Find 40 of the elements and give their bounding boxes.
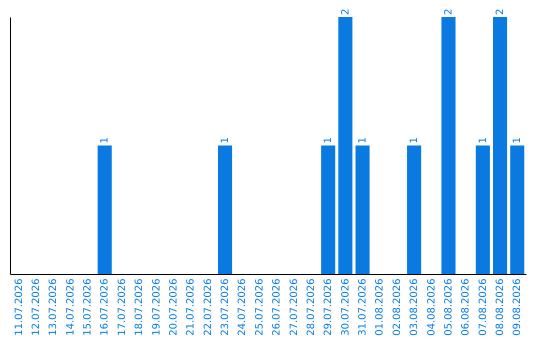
data-label: 2 bbox=[340, 8, 352, 15]
x-tick-label: 11.07.2026 bbox=[14, 278, 25, 336]
data-label: 1 bbox=[323, 137, 334, 144]
x-tick-label: 28.07.2026 bbox=[306, 278, 317, 336]
x-tick-label: 06.08.2026 bbox=[460, 278, 472, 336]
x-tick-label: 31.07.2026 bbox=[358, 278, 369, 336]
x-tick-label: 26.07.2026 bbox=[272, 278, 283, 336]
x-tick-label: 21.07.2026 bbox=[186, 278, 197, 336]
x-tick-label: 03.08.2026 bbox=[409, 278, 420, 336]
x-tick-label: 17.07.2026 bbox=[116, 278, 128, 336]
x-tick-label: 29.07.2026 bbox=[323, 278, 334, 336]
x-tick-label: 24.07.2026 bbox=[237, 278, 248, 336]
x-tick-label: 02.08.2026 bbox=[392, 278, 403, 336]
x-tick-label: 20.07.2026 bbox=[168, 278, 180, 336]
x-tick-label: 12.07.2026 bbox=[30, 278, 42, 336]
x-tick-label: 14.07.2026 bbox=[65, 278, 76, 336]
x-tick-label: 04.08.2026 bbox=[426, 278, 438, 336]
x-tick-label: 16.07.2026 bbox=[100, 278, 111, 336]
data-label: 2 bbox=[495, 8, 506, 15]
x-tick-label: 30.07.2026 bbox=[340, 278, 352, 336]
data-label: 1 bbox=[478, 137, 489, 144]
data-label: 1 bbox=[100, 137, 111, 144]
x-tick-label: 23.07.2026 bbox=[220, 278, 232, 336]
x-tick-label: 27.07.2026 bbox=[288, 278, 300, 336]
x-tick-label: 07.08.2026 bbox=[478, 278, 489, 336]
x-tick-label: 25.07.2026 bbox=[254, 278, 266, 336]
data-label: 1 bbox=[220, 137, 232, 144]
x-tick-label: 15.07.2026 bbox=[82, 278, 94, 336]
x-tick-label: 13.07.2026 bbox=[48, 278, 60, 336]
x-tick-label: 18.07.2026 bbox=[134, 278, 146, 336]
data-label: 1 bbox=[409, 137, 420, 144]
x-tick-label: 08.08.2026 bbox=[495, 278, 506, 336]
data-label: 1 bbox=[512, 137, 524, 144]
x-tick-label: 22.07.2026 bbox=[202, 278, 214, 336]
x-tick-label: 19.07.2026 bbox=[151, 278, 162, 336]
x-tick-label: 05.08.2026 bbox=[443, 278, 454, 336]
data-label: 1 bbox=[358, 137, 369, 144]
x-tick-label: 01.08.2026 bbox=[374, 278, 386, 336]
data-label: 2 bbox=[443, 8, 454, 15]
x-tick-label: 09.08.2026 bbox=[512, 278, 524, 336]
